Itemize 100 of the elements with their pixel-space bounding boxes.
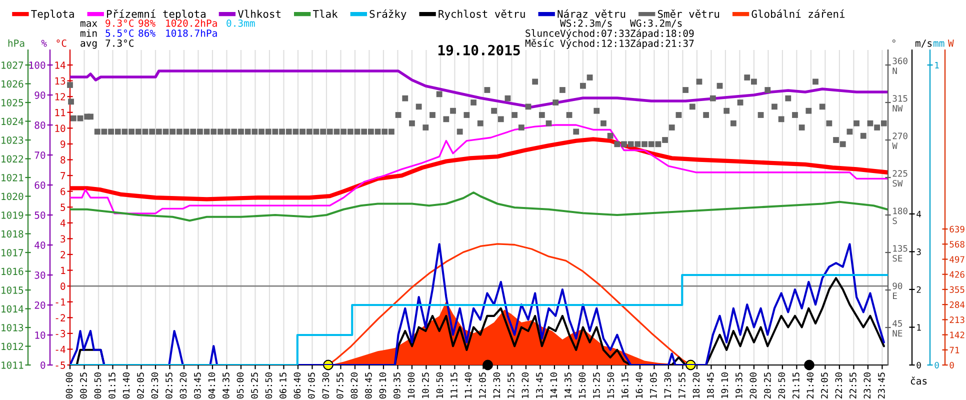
y-axis-title: °C: [56, 39, 66, 47]
x-tick-label: 04:35: [222, 372, 230, 399]
legend-label: Vlhkost: [238, 10, 280, 18]
x-tick-label: 22:05: [821, 372, 828, 398]
legend-label: Srážky: [370, 9, 406, 20]
y3-tick-label: 1024: [2, 118, 24, 126]
text: Východ:07:33: [560, 29, 630, 39]
y-tick-label: 14: [55, 62, 66, 69]
y3-axis-title: hPa: [8, 39, 24, 47]
line-series: [70, 70, 888, 108]
x-tick-label: 05:25: [251, 372, 258, 399]
y2-tick-label: 40: [34, 242, 46, 249]
text: WS:2.3m/s: [560, 19, 612, 28]
x-tick-label: 17:30: [664, 372, 672, 398]
y-tick-label: 225 SW: [892, 170, 908, 187]
y-tick-label: 426: [950, 271, 964, 278]
y2-tick-label: 90: [34, 92, 46, 99]
y3-tick-label: 1: [935, 62, 939, 68]
y2-tick-label: 10: [35, 332, 46, 339]
x-tick-label: 07:05: [308, 372, 315, 399]
y-axis-title: °: [892, 39, 896, 43]
text: 0.3mm: [226, 19, 255, 27]
y3-tick-label: 1026: [2, 80, 24, 88]
x-tick-label: 07:55: [336, 372, 344, 399]
x-tick-label: 14:35: [564, 372, 572, 398]
x-tick-label: 02:05: [137, 372, 144, 399]
y-tick-label: 6: [60, 188, 66, 196]
x-tick-label: 23:20: [864, 372, 871, 398]
line-series: [70, 137, 888, 202]
legend-label: Rychlost větru: [438, 9, 525, 20]
y-tick-label: 11: [55, 109, 66, 116]
x-tick-label: 12:55: [508, 372, 514, 398]
x-tick-label: 22:55: [850, 372, 856, 398]
y-tick-label: 315 NW: [892, 95, 908, 112]
text: 98%: [138, 19, 156, 27]
y2-tick-label: 50: [34, 212, 46, 219]
legend-label: Směr větru: [658, 9, 720, 18]
x-tick-label: 05:50: [265, 372, 272, 399]
x-tick-label: 08:45: [365, 372, 372, 399]
y-tick-label: 142: [950, 332, 964, 338]
x-tick-label: 00:00: [66, 372, 73, 399]
x-tick-label: 05:00: [236, 372, 244, 399]
x-tick-label: 18:20: [692, 372, 700, 398]
x-tick-label: 02:55: [166, 372, 172, 399]
y3-tick-label: 1020: [2, 192, 24, 200]
x-tick-label: 00:25: [80, 372, 87, 399]
y-tick-label: 270 W: [892, 132, 908, 149]
x-tick-label: 14:10: [550, 372, 558, 398]
text: avg: [80, 41, 97, 49]
x-tick-label: 19:35: [736, 372, 742, 398]
y3-tick-label: 1014: [2, 305, 24, 313]
y-tick-label: -3: [56, 330, 66, 338]
text: 5.5°C: [106, 29, 134, 37]
x-tick-label: 10:25: [422, 372, 429, 398]
y3-tick-label: 1012: [2, 342, 24, 350]
y-tick-label: -1: [56, 298, 66, 306]
y2-tick-label: 2: [916, 286, 921, 293]
text: max: [80, 21, 98, 27]
text: 86%: [138, 29, 156, 37]
x-tick-label: 07:30: [322, 372, 330, 399]
y3-tick-label: 0: [934, 362, 939, 368]
x-tick-label: 11:15: [450, 372, 458, 398]
x-tick-label: 22:30: [835, 372, 842, 398]
x-axis-title: čas: [910, 376, 927, 385]
y2-tick-label: 60: [34, 182, 46, 189]
x-tick-label: 21:40: [806, 372, 814, 398]
y-tick-label: -2: [56, 314, 66, 322]
y3-tick-label: 1017: [2, 249, 24, 256]
y-tick-label: 10: [55, 124, 66, 132]
text: 9.3°C: [106, 19, 134, 27]
x-tick-label: 21:15: [792, 372, 800, 398]
x-tick-label: 19:10: [721, 372, 728, 398]
y-tick-label: 180 S: [892, 208, 908, 224]
y-tick-label: 568: [950, 240, 964, 248]
x-tick-label: 23:45: [878, 372, 885, 398]
y-tick-label: 355: [950, 286, 964, 293]
chart-title: 19.10.2015: [438, 44, 520, 56]
y3-tick-label: 1025: [2, 99, 24, 106]
y3-tick-label: 1016: [2, 268, 24, 276]
x-tick-label: 18:45: [707, 372, 714, 398]
y-tick-label: -5: [56, 362, 66, 369]
y2-tick-label: 70: [34, 152, 46, 159]
y2-tick-label: 0: [40, 362, 46, 369]
y3-tick-label: 1023: [2, 136, 24, 144]
x-tick-label: 12:05: [479, 372, 486, 398]
x-tick-label: 13:45: [536, 372, 543, 398]
text: 1018.7hPa: [166, 29, 217, 37]
y-tick-label: -4: [56, 346, 66, 353]
x-tick-label: 15:25: [593, 372, 600, 398]
y2-tick-label: 3: [916, 248, 921, 256]
x-tick-label: 00:50: [94, 372, 102, 399]
legend-label: Náraz větru: [558, 9, 626, 18]
y-tick-label: 4: [60, 220, 66, 227]
y3-tick-label: 1019: [2, 212, 24, 219]
legend-label: Teplota: [31, 10, 74, 20]
y-tick-label: 639: [950, 226, 964, 232]
y3-tick-label: 1015: [2, 286, 24, 294]
y-tick-label: 135 SE: [892, 245, 908, 262]
line-series: [70, 124, 888, 214]
y2-axis-title: m/s: [916, 40, 932, 48]
